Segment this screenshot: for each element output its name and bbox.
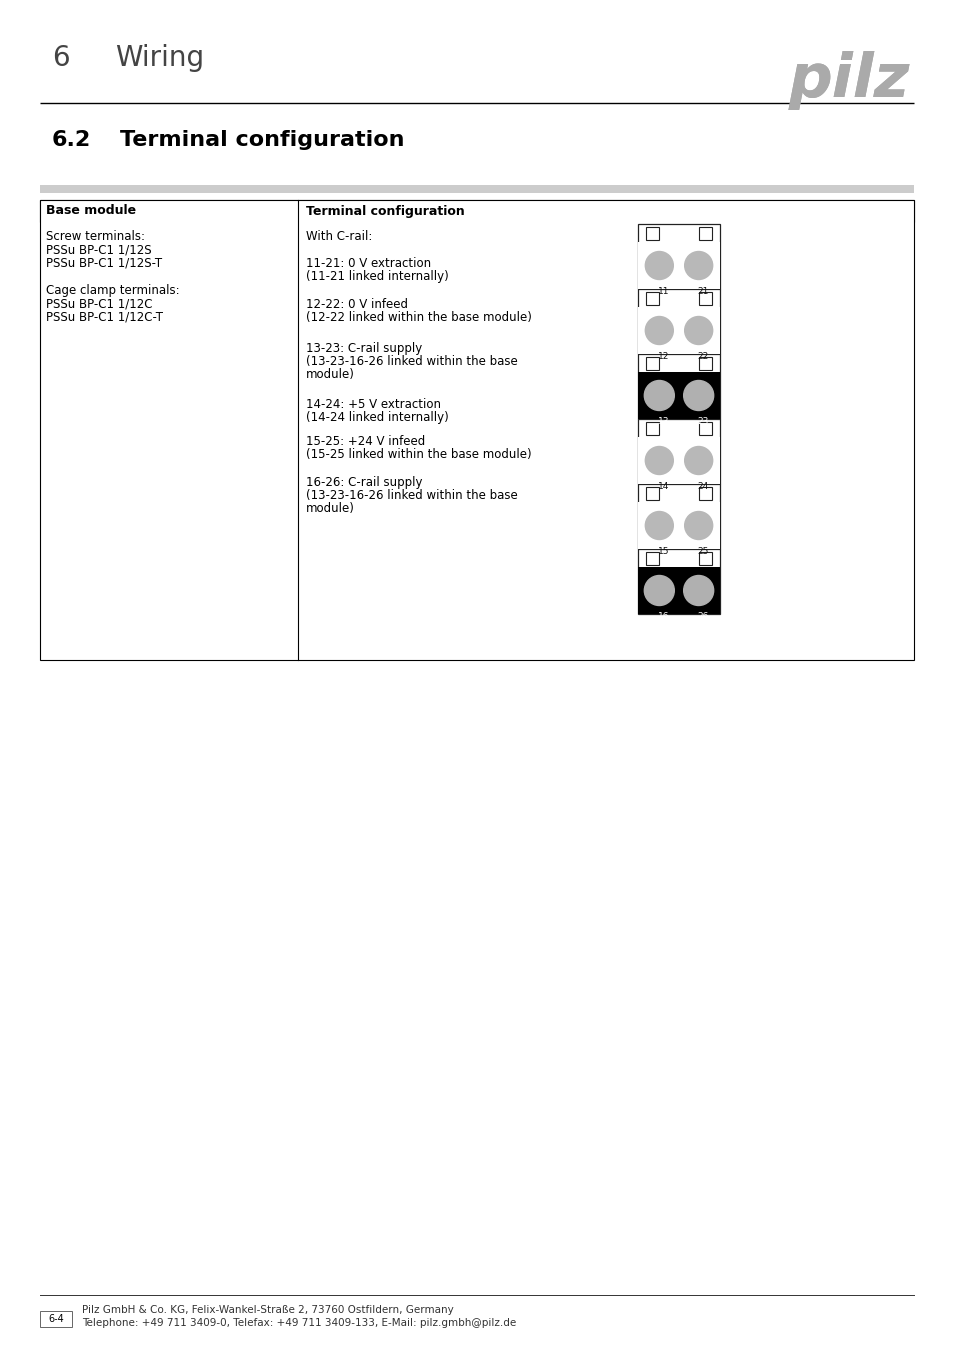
Circle shape [643, 381, 674, 410]
Circle shape [644, 512, 673, 540]
Text: (14-24 linked internally): (14-24 linked internally) [306, 410, 448, 424]
Text: 14: 14 [658, 482, 669, 491]
Text: Terminal configuration: Terminal configuration [306, 204, 464, 217]
Text: 11-21: 0 V extraction: 11-21: 0 V extraction [306, 256, 431, 270]
Text: (11-21 linked internally): (11-21 linked internally) [306, 270, 448, 284]
Bar [638, 242, 720, 289]
Bar [638, 289, 720, 354]
Text: (13-23-16-26 linked within the base: (13-23-16-26 linked within the base [306, 355, 517, 369]
Text: 15: 15 [658, 547, 669, 556]
Bar [645, 356, 659, 370]
Text: pilz: pilz [788, 50, 909, 109]
Bar [645, 423, 659, 435]
Text: 24: 24 [697, 482, 708, 491]
Text: 22: 22 [697, 352, 708, 360]
Text: Pilz GmbH & Co. KG, Felix-Wankel-Straße 2, 73760 Ostfildern, Germany: Pilz GmbH & Co. KG, Felix-Wankel-Straße … [82, 1305, 454, 1315]
Text: 6.2: 6.2 [52, 130, 91, 150]
Bar [645, 487, 659, 500]
Bar [40, 200, 913, 660]
Text: module): module) [306, 502, 355, 514]
Text: (12-22 linked within the base module): (12-22 linked within the base module) [306, 310, 532, 324]
Bar [638, 567, 720, 614]
Bar [699, 552, 711, 566]
Bar [699, 227, 711, 240]
Circle shape [643, 575, 674, 606]
Bar [699, 292, 711, 305]
Text: 13: 13 [658, 417, 669, 427]
Bar [645, 292, 659, 305]
Bar [699, 423, 711, 435]
Text: 6: 6 [52, 45, 70, 72]
Text: Cage clamp terminals:: Cage clamp terminals: [46, 284, 179, 297]
Circle shape [644, 251, 673, 279]
Circle shape [644, 316, 673, 344]
Circle shape [683, 381, 713, 410]
Text: 11: 11 [658, 288, 669, 296]
Text: 25: 25 [697, 547, 708, 556]
Bar [638, 373, 720, 418]
Bar [638, 354, 720, 418]
Bar [40, 1311, 71, 1327]
Circle shape [644, 447, 673, 474]
Text: 12: 12 [658, 352, 669, 360]
Text: 12-22: 0 V infeed: 12-22: 0 V infeed [306, 298, 408, 311]
Bar [699, 356, 711, 370]
Text: 16-26: C-rail supply: 16-26: C-rail supply [306, 477, 422, 489]
Text: 15-25: +24 V infeed: 15-25: +24 V infeed [306, 435, 425, 448]
Text: Screw terminals:: Screw terminals: [46, 230, 145, 243]
Text: pilz: pilz [788, 50, 909, 109]
Bar [638, 437, 720, 485]
Bar [638, 549, 720, 614]
Text: (13-23-16-26 linked within the base: (13-23-16-26 linked within the base [306, 489, 517, 502]
Text: 14-24: +5 V extraction: 14-24: +5 V extraction [306, 398, 440, 410]
Bar [638, 485, 720, 549]
Text: 16: 16 [658, 612, 669, 621]
Text: With C-rail:: With C-rail: [306, 230, 372, 243]
Text: module): module) [306, 369, 355, 381]
Bar [40, 185, 913, 193]
Text: PSSu BP-C1 1/12S-T: PSSu BP-C1 1/12S-T [46, 256, 162, 270]
Text: Base module: Base module [46, 204, 136, 217]
Text: 13-23: C-rail supply: 13-23: C-rail supply [306, 342, 422, 355]
Circle shape [684, 316, 712, 344]
Circle shape [684, 447, 712, 474]
Bar [638, 502, 720, 549]
Circle shape [684, 512, 712, 540]
Text: 26: 26 [697, 612, 708, 621]
Text: Terminal configuration: Terminal configuration [120, 130, 404, 150]
Bar [699, 487, 711, 500]
Bar [638, 224, 720, 289]
Text: PSSu BP-C1 1/12C-T: PSSu BP-C1 1/12C-T [46, 310, 163, 324]
Text: Telephone: +49 711 3409-0, Telefax: +49 711 3409-133, E-Mail: pilz.gmbh@pilz.de: Telephone: +49 711 3409-0, Telefax: +49 … [82, 1318, 516, 1328]
Text: 21: 21 [697, 288, 708, 296]
Text: PSSu BP-C1 1/12C: PSSu BP-C1 1/12C [46, 297, 152, 310]
Bar [40, 200, 913, 221]
Text: PSSu BP-C1 1/12S: PSSu BP-C1 1/12S [46, 243, 152, 256]
Circle shape [683, 575, 713, 606]
Bar [645, 227, 659, 240]
Bar [638, 306, 720, 354]
Text: Wiring: Wiring [115, 45, 204, 72]
Text: 6-4: 6-4 [48, 1314, 64, 1324]
Text: (15-25 linked within the base module): (15-25 linked within the base module) [306, 448, 531, 460]
Text: 23: 23 [697, 417, 708, 427]
Bar [645, 552, 659, 566]
Bar [638, 418, 720, 485]
Circle shape [684, 251, 712, 279]
